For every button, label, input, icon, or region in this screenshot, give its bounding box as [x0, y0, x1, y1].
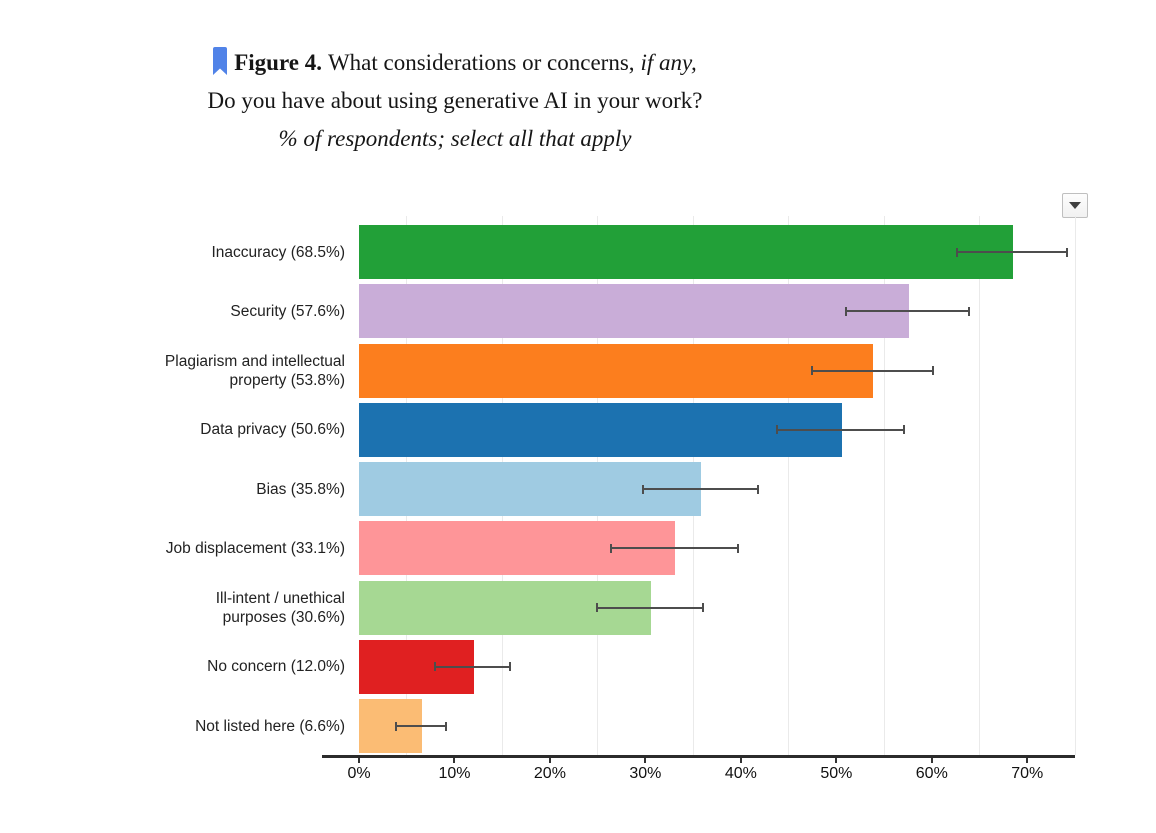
x-axis-tick-label: 10% [438, 765, 471, 782]
error-bar-cap [444, 721, 447, 731]
bar-label: Ill-intent / unethical purposes (30.6%) [215, 589, 345, 626]
error-bar-cap [595, 603, 598, 612]
error-bar-cap [434, 662, 437, 672]
figure-title: Figure 4. What considerations or concerns… [0, 42, 910, 158]
error-bar-cap [737, 543, 739, 553]
x-axis-tick-label: 20% [533, 765, 566, 782]
error-bar-cap [395, 721, 398, 731]
error-bar [777, 428, 905, 431]
bar-label: Data privacy (50.6%) [200, 421, 345, 439]
error-bar-cap [641, 484, 644, 494]
figure-title-line1: Figure 4. What considerations or concerns… [0, 42, 910, 82]
bar-label: Not listed here (6.6%) [195, 717, 345, 735]
error-bar-cap [1066, 247, 1069, 257]
x-axis-tick [930, 758, 933, 763]
x-axis-tick [548, 758, 551, 763]
x-axis-tick-label: 60% [915, 765, 948, 782]
bar [359, 402, 843, 457]
error-bar-cap [844, 306, 847, 316]
error-bar-cap [508, 662, 511, 672]
bar-label: Bias (35.8%) [256, 480, 345, 498]
error-bar-cap [811, 366, 814, 375]
error-bar-cap [968, 306, 971, 316]
x-axis-tick [739, 758, 742, 763]
bar [359, 284, 909, 339]
figure-subtitle: % of respondents; select all that apply [278, 126, 632, 151]
bar [359, 225, 1013, 279]
error-bar [845, 310, 970, 313]
x-axis-tick-label: 40% [724, 765, 757, 782]
x-axis-tick-label: 70% [1011, 765, 1044, 782]
bar [359, 343, 873, 398]
error-bar [812, 369, 933, 372]
figure-title-line2: Do you have about using generative AI in… [207, 88, 703, 113]
error-bar-cap [610, 543, 613, 553]
figure-question-part1: What considerations or concerns, [327, 50, 635, 75]
x-axis-tick [453, 758, 456, 763]
error-bar-cap [955, 247, 958, 257]
error-bar-cap [931, 366, 934, 375]
error-bar-cap [757, 484, 760, 494]
error-bar [956, 251, 1068, 253]
bar-label: Security (57.6%) [230, 302, 345, 320]
bar-label: No concern (12.0%) [207, 658, 345, 676]
x-axis-tick [835, 758, 838, 763]
gridline [883, 216, 885, 755]
x-axis-tick-label: 30% [629, 765, 662, 782]
error-bar-cap [701, 603, 704, 612]
x-axis-tick-label: 0% [347, 765, 371, 782]
error-bar [611, 547, 738, 550]
gridline [979, 216, 981, 755]
gridline [788, 216, 790, 755]
bookmark-icon[interactable] [213, 47, 228, 75]
figure-tag: Figure 4. [234, 50, 322, 75]
x-axis-line [322, 755, 1075, 758]
figure-question-italic: if any, [640, 50, 697, 75]
bar-label: Plagiarism and intellectual property (53… [164, 352, 345, 389]
bar-label: Job displacement (33.1%) [165, 539, 345, 557]
error-bar-cap [903, 425, 906, 435]
bar-label: Inaccuracy (68.5%) [211, 243, 345, 261]
x-axis-tick-label: 50% [820, 765, 853, 782]
error-bar [396, 725, 446, 727]
x-axis-tick [644, 758, 647, 763]
error-bar [435, 665, 510, 668]
error-bar [642, 488, 759, 490]
error-bar-cap [776, 425, 779, 435]
x-axis-tick [1026, 758, 1029, 763]
x-axis-tick [358, 758, 360, 763]
chevron-down-icon [1069, 202, 1081, 209]
error-bar [596, 606, 703, 609]
gridline [1074, 216, 1076, 755]
